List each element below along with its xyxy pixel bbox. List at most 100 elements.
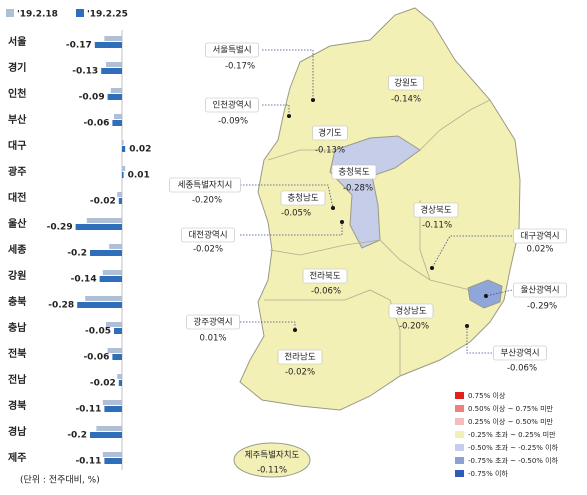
region-name: 대전광역시 bbox=[188, 230, 227, 241]
bar bbox=[101, 68, 122, 74]
region-label-box bbox=[205, 97, 259, 113]
bar bbox=[122, 146, 126, 152]
region-name: 경기도 bbox=[318, 128, 342, 139]
value-label: -0.11 bbox=[75, 457, 101, 467]
value-label: -0.2 bbox=[67, 249, 87, 259]
bar bbox=[109, 244, 122, 249]
region-value: -0.29% bbox=[527, 302, 557, 312]
legend-swatch bbox=[6, 9, 14, 17]
region-label-box bbox=[388, 303, 434, 319]
map-legend-label: -0.75% 초과 ~ -0.50% 이하 bbox=[468, 456, 559, 465]
legend-label: '19.2.25 bbox=[87, 10, 128, 20]
category-label: 전북 bbox=[8, 347, 26, 360]
bar bbox=[114, 114, 122, 119]
bar bbox=[77, 302, 122, 308]
region-value: -0.28% bbox=[343, 184, 373, 194]
map-shapes bbox=[233, 7, 521, 478]
bar bbox=[118, 198, 122, 204]
category-label: 울산 bbox=[8, 217, 27, 230]
region-value: -0.02% bbox=[285, 368, 315, 378]
region-name: 대구광역시 bbox=[520, 231, 559, 242]
region-name: 울산광역시 bbox=[520, 285, 559, 296]
bar-chart: '19.2.18 '19.2.25 서울 -0.17 경기 -0.13 인천 -0.09 부산 -… bbox=[6, 9, 151, 486]
bar bbox=[117, 192, 122, 197]
region-name: 전라북도 bbox=[309, 271, 340, 282]
category-label: 세종 bbox=[8, 243, 26, 256]
region-label-box bbox=[493, 345, 547, 361]
map-legend-swatch bbox=[455, 470, 464, 477]
map-legend-label: -0.50% 초과 ~ -0.25% 이하 bbox=[468, 443, 559, 452]
category-label: 제주 bbox=[8, 451, 26, 464]
category-label: 광주 bbox=[8, 166, 26, 178]
value-label: -0.06 bbox=[83, 119, 109, 129]
bar bbox=[90, 250, 122, 256]
value-label: -0.13 bbox=[72, 67, 98, 77]
map-legend-label: -0.25% 초과 ~ 0.25% 미만 bbox=[468, 430, 556, 439]
region-name: 인천광역시 bbox=[212, 100, 251, 111]
leader-lines bbox=[240, 49, 513, 354]
value-label: -0.14 bbox=[71, 275, 97, 285]
value-label: -0.06 bbox=[83, 353, 109, 363]
bar bbox=[104, 406, 122, 412]
bar bbox=[122, 140, 124, 145]
region-value: 0.01% bbox=[199, 334, 226, 344]
bar bbox=[85, 296, 122, 301]
region-label-box bbox=[181, 227, 235, 243]
region-label-box bbox=[331, 164, 377, 180]
map-legend-swatch bbox=[455, 392, 464, 399]
region-value: -0.14% bbox=[391, 95, 421, 105]
legend-swatch bbox=[76, 9, 84, 17]
map-legend-label: 0.50% 이상 ~ 0.75% 미만 bbox=[468, 404, 554, 413]
region-label-box bbox=[388, 75, 424, 91]
bar bbox=[96, 426, 122, 431]
region-name: 전라남도 bbox=[284, 352, 315, 363]
map-legend-label: -0.75% 이하 bbox=[468, 469, 508, 478]
region-label-box bbox=[302, 268, 348, 284]
bar bbox=[90, 432, 122, 438]
region-label-box bbox=[513, 228, 567, 244]
bar bbox=[107, 348, 122, 353]
bar bbox=[122, 166, 126, 171]
bar bbox=[112, 354, 122, 360]
value-label: -0.09 bbox=[79, 93, 105, 103]
value-label: -0.28 bbox=[48, 301, 74, 311]
region-name: 충청북도 bbox=[338, 168, 369, 178]
value-label: -0.02 bbox=[90, 197, 116, 207]
region-name: 강원도 bbox=[394, 78, 418, 89]
region-value: -0.05% bbox=[281, 209, 311, 219]
region-label-box bbox=[169, 177, 241, 193]
region-value: -0.20% bbox=[399, 322, 429, 332]
peninsula bbox=[239, 7, 521, 411]
category-label: 전남 bbox=[8, 373, 27, 386]
map-legend-label: 0.75% 이상 bbox=[468, 391, 506, 400]
value-label: -0.2 bbox=[67, 431, 87, 441]
region-name: 경상북도 bbox=[420, 205, 451, 216]
region-value: -0.11% bbox=[257, 466, 287, 476]
bar bbox=[104, 458, 122, 464]
map-legend-swatch bbox=[455, 431, 464, 438]
bar bbox=[110, 88, 122, 93]
region-name: 서울특별시 bbox=[212, 45, 251, 56]
bar bbox=[106, 62, 122, 67]
region-ulsan bbox=[467, 279, 503, 309]
region-value: -0.06% bbox=[507, 364, 537, 374]
category-label: 대구 bbox=[8, 139, 26, 152]
region-value: -0.20% bbox=[192, 196, 222, 206]
bar bbox=[107, 94, 122, 100]
bar bbox=[94, 42, 122, 48]
category-label: 충북 bbox=[8, 295, 26, 308]
map-legend-swatch bbox=[455, 405, 464, 412]
region-name: 부산광역시 bbox=[500, 348, 539, 359]
bar bbox=[102, 452, 122, 457]
value-label: -0.17 bbox=[66, 41, 92, 51]
bar bbox=[106, 322, 122, 327]
category-label: 경기 bbox=[8, 61, 26, 74]
category-label: 대전 bbox=[8, 191, 26, 204]
region-name: 제주특별자치도 bbox=[245, 450, 300, 461]
region-label-box bbox=[513, 282, 567, 298]
category-label: 부산 bbox=[8, 113, 27, 126]
value-label: 0.02 bbox=[129, 145, 151, 155]
city-dots bbox=[287, 98, 488, 332]
region-name: 광주광역시 bbox=[193, 317, 232, 328]
